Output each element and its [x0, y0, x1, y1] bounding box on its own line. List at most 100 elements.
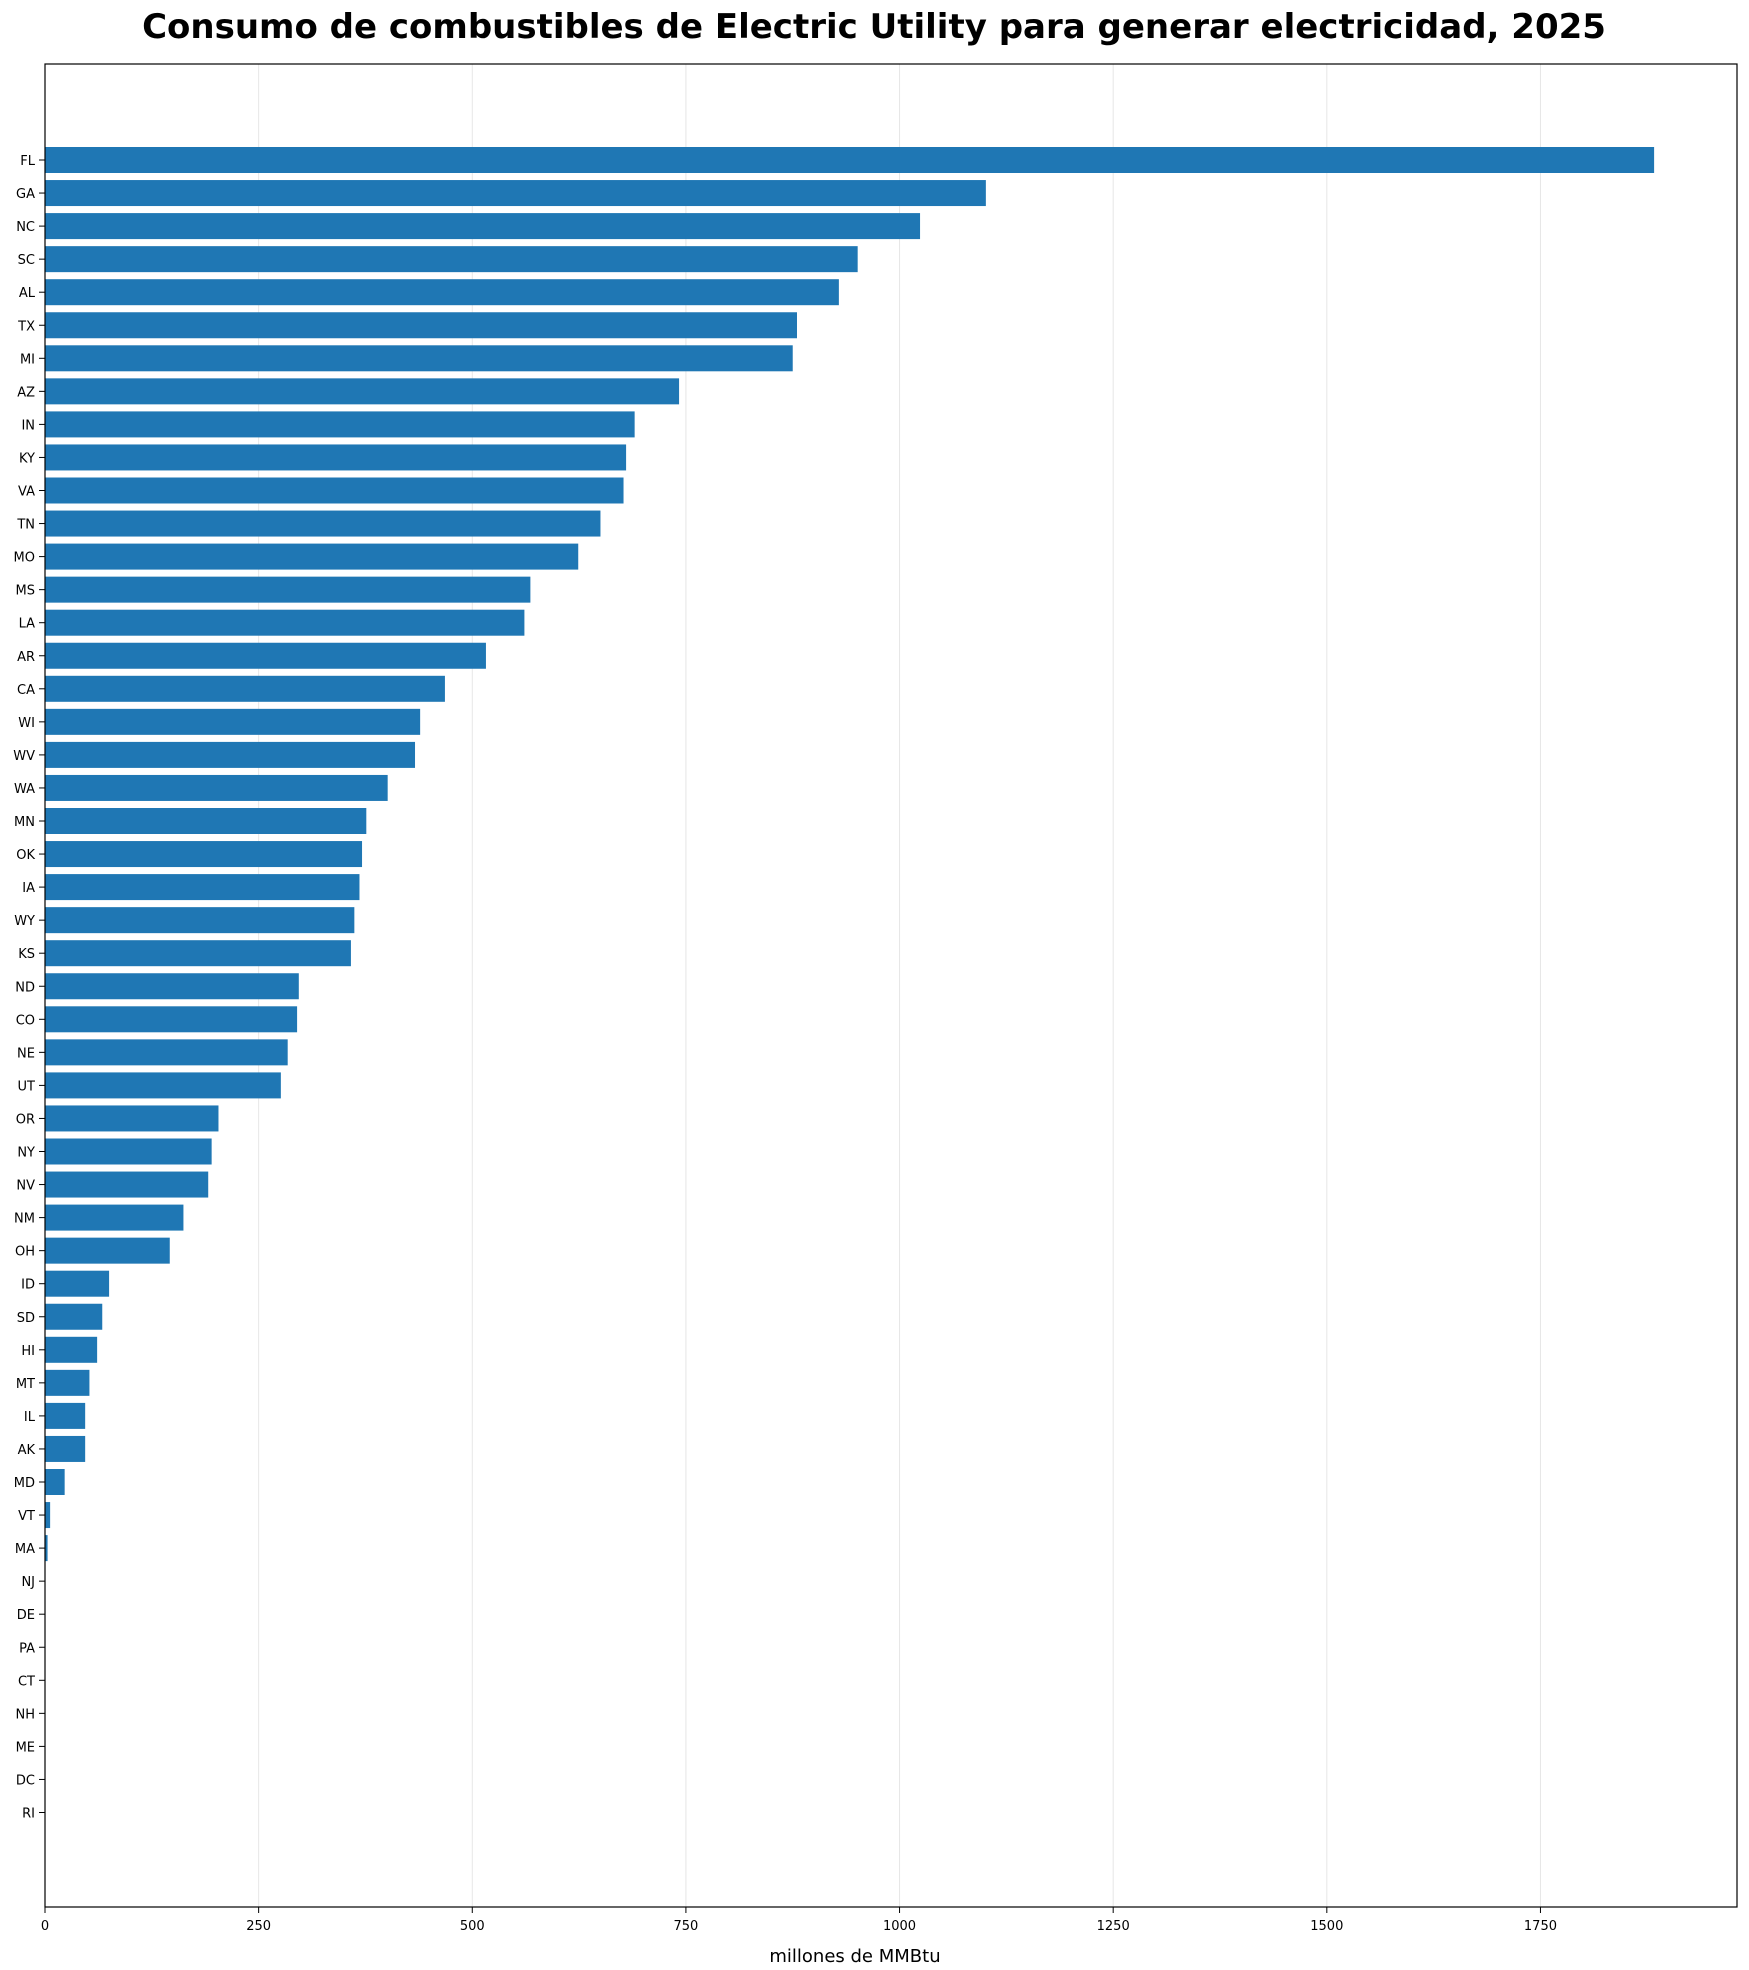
bar-oh	[45, 1237, 170, 1264]
bar-al	[45, 279, 839, 306]
y-tick-label: OK	[16, 848, 35, 863]
y-tick-label: ND	[15, 980, 35, 995]
bar-fl	[45, 147, 1655, 173]
x-tick-label: 1500	[1310, 1919, 1343, 1934]
bar-ks	[45, 940, 351, 967]
y-tick-label: RI	[22, 1807, 35, 1822]
y-tick-label: WV	[13, 749, 35, 764]
bar-mt	[45, 1369, 90, 1396]
y-tick-label: KY	[19, 451, 35, 466]
x-tick-label: 500	[460, 1919, 485, 1934]
y-tick-label: VT	[18, 1509, 35, 1524]
bar-tn	[45, 510, 601, 537]
y-tick-label: GA	[16, 187, 35, 202]
y-tick-label: DC	[16, 1773, 35, 1788]
y-tick-label: AZ	[17, 385, 35, 400]
x-tick-label: 1000	[883, 1919, 916, 1934]
y-tick-label: IN	[21, 418, 35, 433]
y-tick-label: WI	[18, 716, 35, 731]
bar-wv	[45, 741, 416, 768]
bar-ms	[45, 576, 531, 603]
bar-nd	[45, 973, 299, 1000]
x-tick-label: 1250	[1097, 1919, 1130, 1934]
y-tick-label: ME	[16, 1740, 35, 1755]
y-tick-label: MO	[14, 551, 35, 566]
y-tick-label: IL	[24, 1410, 36, 1425]
bar-la	[45, 609, 525, 636]
y-tick-label: NJ	[21, 1575, 35, 1590]
y-tick-label: MA	[15, 1542, 35, 1557]
y-tick-label: HI	[21, 1344, 35, 1359]
bar-il	[45, 1402, 86, 1429]
y-tick-label: MS	[16, 584, 35, 599]
y-tick-label: NY	[17, 1146, 35, 1161]
y-tick-label: CA	[17, 683, 35, 698]
y-tick-label: MN	[14, 815, 35, 830]
bar-ky	[45, 444, 627, 471]
bar-sd	[45, 1303, 103, 1330]
x-tick-label: 1750	[1524, 1919, 1557, 1934]
y-tick-label: MI	[20, 352, 35, 367]
bar-tx	[45, 312, 797, 339]
bar-mi	[45, 345, 793, 372]
y-tick-label: IA	[22, 881, 35, 896]
bar-ut	[45, 1072, 281, 1099]
bar-ar	[45, 642, 486, 669]
bar-ca	[45, 675, 445, 702]
y-tick-label: CO	[16, 1013, 35, 1028]
plot-frame	[44, 63, 1738, 1908]
y-tick-label: KS	[18, 947, 35, 962]
bar-or	[45, 1105, 219, 1132]
y-tick-label: PA	[19, 1641, 35, 1656]
bar-mn	[45, 808, 367, 834]
bar-in	[45, 411, 635, 438]
x-tick-label: 0	[41, 1919, 49, 1934]
y-tick-label: DE	[17, 1608, 35, 1623]
y-axis-ticks: FL GA NC SC AL TX MI AZ IN KY VA TN MO MS LA AR CA WI WV WA…	[13, 154, 45, 1822]
y-tick-label: MT	[16, 1377, 35, 1392]
bars	[45, 147, 1655, 1562]
y-tick-label: SC	[18, 253, 35, 268]
bar-id	[45, 1270, 110, 1297]
bar-nv	[45, 1171, 209, 1198]
y-tick-label: AK	[18, 1443, 36, 1458]
y-tick-label: AL	[19, 286, 36, 301]
bar-wi	[45, 708, 421, 735]
bar-wa	[45, 774, 388, 801]
y-tick-label: FL	[20, 154, 35, 169]
y-tick-label: NV	[16, 1179, 35, 1194]
y-tick-label: NE	[17, 1046, 35, 1061]
chart-title: Consumo de combustibles de Electric Util…	[142, 7, 1606, 47]
y-tick-label: WY	[14, 914, 35, 929]
y-tick-label: LA	[19, 617, 36, 632]
bar-nc	[45, 213, 921, 240]
y-tick-label: UT	[18, 1079, 36, 1094]
bar-ne	[45, 1039, 288, 1066]
y-tick-label: OR	[16, 1112, 35, 1127]
bar-va	[45, 477, 624, 504]
y-tick-label: MD	[14, 1476, 35, 1491]
y-tick-label: NC	[16, 220, 35, 235]
bar-sc	[45, 246, 858, 273]
x-tick-label: 250	[246, 1919, 271, 1934]
x-tick-label: 750	[673, 1919, 698, 1934]
bar-co	[45, 1006, 298, 1033]
bar-md	[45, 1469, 65, 1495]
y-tick-label: NM	[14, 1212, 35, 1227]
bar-ia	[45, 874, 360, 901]
bar-ny	[45, 1138, 212, 1165]
y-tick-label: WA	[14, 782, 35, 797]
bar-ga	[45, 180, 986, 207]
bar-nm	[45, 1204, 184, 1231]
bar-mo	[45, 543, 579, 570]
y-tick-label: OH	[15, 1245, 35, 1260]
y-tick-label: TX	[17, 319, 35, 334]
bar-ok	[45, 841, 363, 868]
bar-az	[45, 378, 680, 405]
y-tick-label: AR	[17, 650, 35, 665]
y-tick-label: NH	[16, 1707, 36, 1722]
x-axis-label: millones de MMBtu	[769, 1946, 940, 1967]
y-tick-label: CT	[18, 1674, 35, 1689]
bar-ak	[45, 1435, 86, 1462]
